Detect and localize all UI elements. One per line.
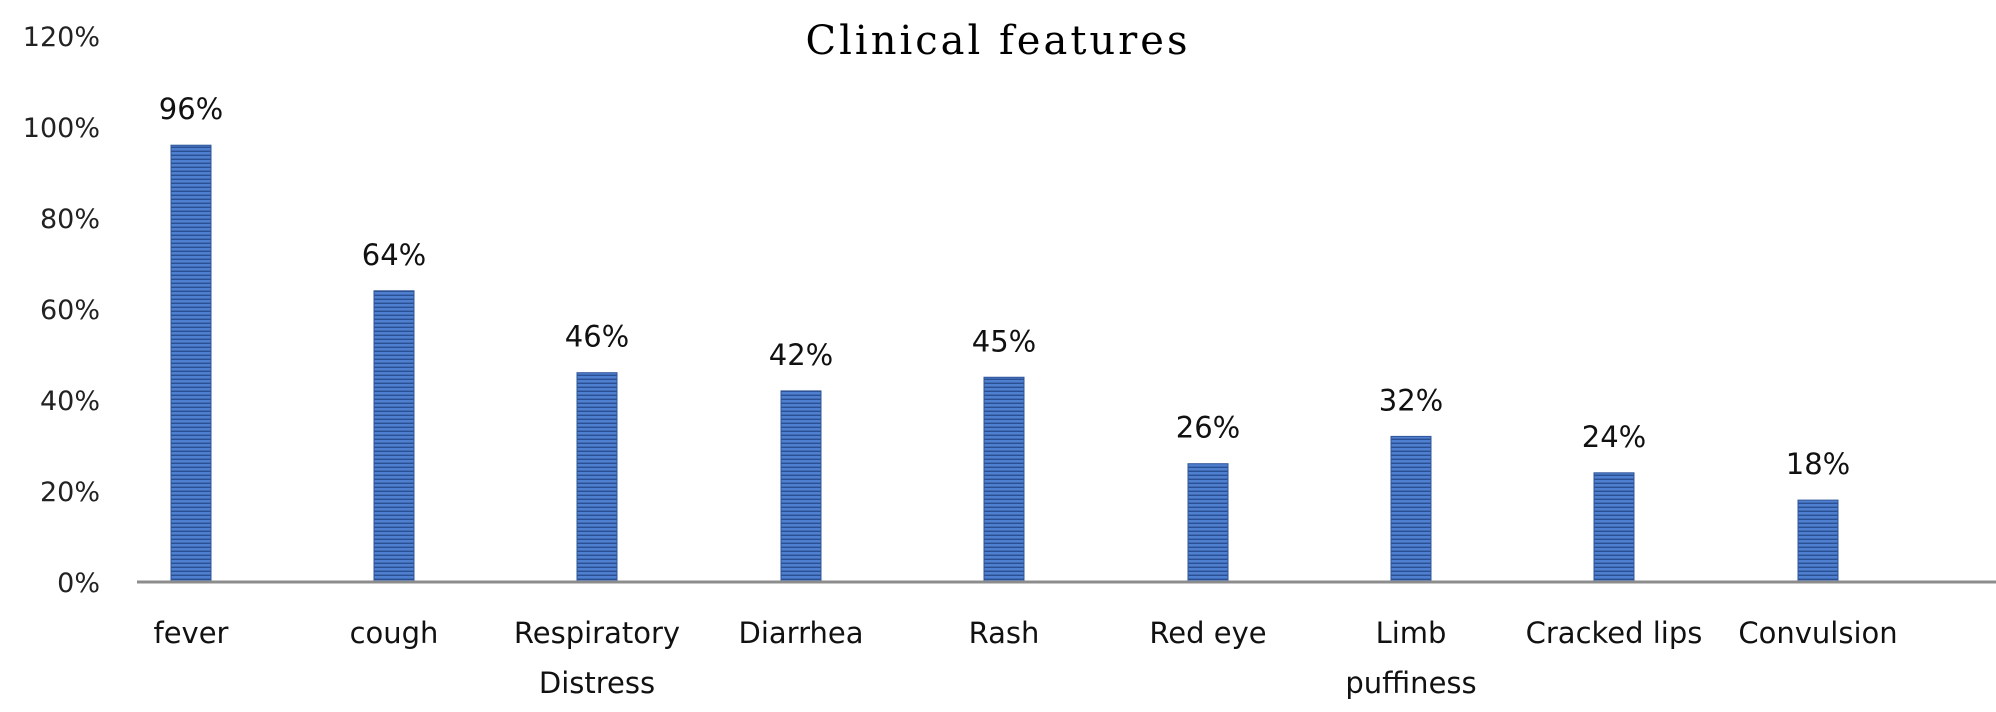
category-label: cough (350, 616, 439, 650)
category-labels: fever cough Respiratory Distress Diarrhea Ras… (154, 616, 1898, 700)
y-tick-label: 80% (40, 204, 100, 235)
category-label: Respiratory (514, 616, 680, 650)
bar (1390, 435, 1432, 583)
data-label: 42% (769, 338, 833, 372)
bar (576, 372, 618, 583)
bars (170, 144, 1839, 583)
data-label: 24% (1582, 420, 1646, 454)
category-label: Limb (1376, 616, 1447, 650)
data-labels: 96% 64% 46% 42% 45% 26% 32% 24% 18% (159, 92, 1850, 481)
category-label: fever (154, 616, 229, 650)
category-label: Diarrhea (739, 616, 864, 650)
category-label: Red eye (1149, 616, 1266, 650)
y-tick-label: 100% (23, 113, 100, 144)
bar (373, 290, 415, 583)
bar (1797, 499, 1839, 583)
chart-title: Clinical features (806, 18, 1191, 64)
bar (780, 390, 822, 583)
y-tick-label: 20% (40, 477, 100, 508)
data-label: 45% (972, 324, 1036, 358)
data-label: 26% (1176, 411, 1240, 445)
y-tick-label: 60% (40, 295, 100, 326)
category-label: Distress (539, 666, 655, 700)
y-tick-label: 0% (57, 568, 100, 599)
bar (983, 376, 1025, 583)
category-label: puffiness (1345, 666, 1476, 700)
y-axis-ticks: 0% 20% 40% 60% 80% 100% 120% (23, 22, 100, 599)
data-label: 96% (159, 92, 223, 126)
category-label: Cracked lips (1526, 616, 1703, 650)
data-label: 64% (362, 238, 426, 272)
data-label: 32% (1379, 383, 1443, 417)
y-tick-label: 120% (23, 22, 100, 53)
category-label: Rash (969, 616, 1040, 650)
y-tick-label: 40% (40, 386, 100, 417)
category-label: Convulsion (1738, 616, 1897, 650)
data-label: 18% (1786, 447, 1850, 481)
data-label: 46% (565, 320, 629, 354)
bar (170, 144, 212, 583)
bar (1593, 472, 1635, 583)
bar (1187, 463, 1229, 583)
